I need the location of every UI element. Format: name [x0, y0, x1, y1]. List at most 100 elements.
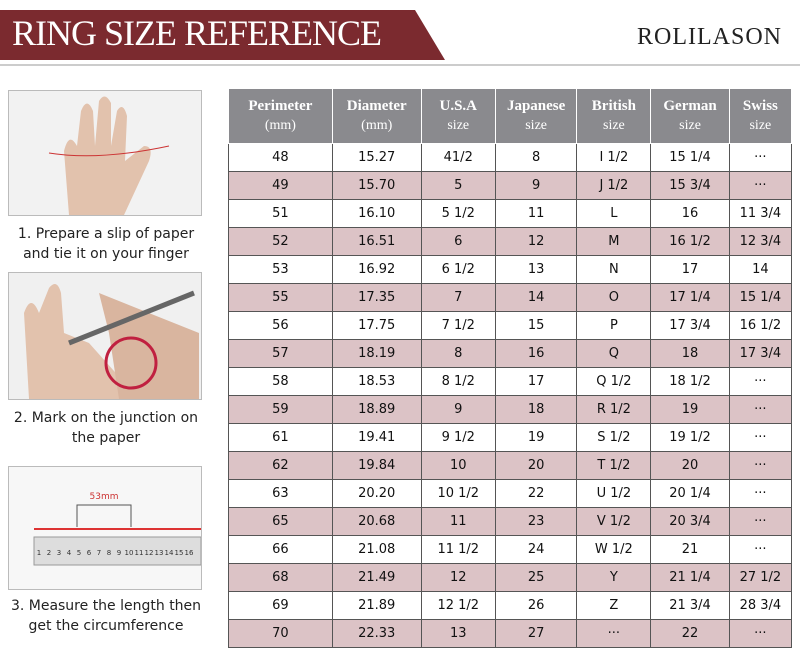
table-cell: 6 1/2	[420, 255, 496, 284]
table-cell: 13	[420, 619, 496, 648]
table-cell: 19 1/2	[650, 423, 730, 452]
table-cell: 15.70	[331, 171, 422, 200]
table-cell: 15 1/4	[728, 283, 793, 312]
table-cell: 7	[420, 283, 496, 312]
table-cell: ···	[728, 143, 793, 172]
header-text: Swiss	[742, 98, 778, 114]
ruler-number: 4	[67, 549, 72, 557]
size-table: Perimeter (mm) Diameter (mm) U.S.A size Japane…	[228, 88, 793, 648]
table-cell: R 1/2	[576, 395, 652, 424]
table-cell: ···	[728, 367, 793, 396]
table-cell: ···	[728, 451, 793, 480]
header-unit: size	[749, 118, 772, 133]
step-photo: 53mm 1 2 3 4 5 6 7 8 9 10 11 12 13 14 15 16	[8, 466, 202, 590]
table-cell: O	[576, 283, 652, 312]
table-cell: 9	[420, 395, 496, 424]
table-cell: 19	[650, 395, 730, 424]
table-cell: 21.08	[331, 535, 422, 564]
table-row: 52 16.51 6 12 M 16 1/2 12 3/4	[228, 227, 793, 256]
table-cell: 12	[420, 563, 496, 592]
step-photo	[8, 272, 202, 400]
table-cell: 19.84	[331, 451, 422, 480]
table-cell: 55	[228, 283, 333, 312]
step-caption: 3. Measure the length then get the circum…	[10, 598, 202, 634]
ruler-number: 16	[185, 549, 194, 557]
table-cell: 9	[494, 171, 578, 200]
table-cell: 10	[420, 451, 496, 480]
ruler-number: 9	[117, 549, 121, 557]
table-cell: Q 1/2	[576, 367, 652, 396]
table-cell: 12 1/2	[420, 591, 496, 620]
table-row: 56 17.75 7 1/2 15 P 17 3/4 16 1/2	[228, 311, 793, 340]
table-cell: 15 1/4	[650, 143, 730, 172]
table-cell: 18.19	[331, 339, 422, 368]
table-cell: 68	[228, 563, 333, 592]
table-row: 58 18.53 8 1/2 17 Q 1/2 18 1/2 ···	[228, 367, 793, 396]
table-cell: I 1/2	[576, 143, 652, 172]
header-unit: (mm)	[361, 118, 393, 133]
table-cell: 27 1/2	[728, 563, 793, 592]
column-header: Japanese size	[494, 88, 578, 144]
table-cell: W 1/2	[576, 535, 652, 564]
header-unit: (mm)	[264, 118, 296, 133]
table-row: 62 19.84 10 20 T 1/2 20 ···	[228, 451, 793, 480]
table-cell: M	[576, 227, 652, 256]
header-unit: size	[679, 118, 701, 133]
table-cell: N	[576, 255, 652, 284]
ruler-number: 15	[175, 549, 184, 557]
table-cell: 7 1/2	[420, 311, 496, 340]
table-cell: 15	[494, 311, 578, 340]
column-header: German size	[650, 88, 730, 144]
ruler-number: 5	[77, 549, 81, 557]
ruler-number: 13	[155, 549, 164, 557]
table-row: 65 20.68 11 23 V 1/2 20 3/4 ···	[228, 507, 793, 536]
table-cell: ···	[728, 171, 793, 200]
table-cell: 66	[228, 535, 333, 564]
table-cell: ···	[728, 395, 793, 424]
table-row: 70 22.33 13 27 ··· 22 ···	[228, 619, 793, 648]
table-cell: 56	[228, 311, 333, 340]
table-row: 69 21.89 12 1/2 26 Z 21 3/4 28 3/4	[228, 591, 793, 620]
header-text: German	[663, 98, 717, 114]
table-cell: 13	[494, 255, 578, 284]
ruler-number: 2	[47, 549, 51, 557]
table-cell: T 1/2	[576, 451, 652, 480]
table-cell: 20 3/4	[650, 507, 730, 536]
table-cell: 20	[494, 451, 578, 480]
header-band	[0, 10, 800, 66]
table-row: 48 15.27 41/2 8 I 1/2 15 1/4 ···	[228, 143, 793, 172]
ruler-number: 6	[87, 549, 92, 557]
measure-label: 53mm	[90, 492, 119, 502]
table-cell: 17	[650, 255, 730, 284]
ruler-number: 11	[135, 549, 144, 557]
table-cell: 9 1/2	[420, 423, 496, 452]
column-header: Diameter (mm)	[331, 88, 422, 144]
column-header: Swiss size	[728, 88, 793, 144]
column-header: Perimeter (mm)	[228, 88, 333, 144]
table-cell: 18 1/2	[650, 367, 730, 396]
table-cell: 16 1/2	[728, 311, 793, 340]
header-unit: size	[603, 118, 625, 133]
header-text: British	[591, 98, 636, 114]
table-cell: 15.27	[331, 143, 422, 172]
table-cell: 16 1/2	[650, 227, 730, 256]
step-caption: 2. Mark on the junction on the paper	[13, 410, 199, 446]
table-cell: 20.68	[331, 507, 422, 536]
table-cell: 20 1/4	[650, 479, 730, 508]
table-cell: 20.20	[331, 479, 422, 508]
table-cell: 21	[650, 535, 730, 564]
table-row: 53 16.92 6 1/2 13 N 17 14	[228, 255, 793, 284]
table-cell: 17.75	[331, 311, 422, 340]
table-cell: 69	[228, 591, 333, 620]
table-row: 61 19.41 9 1/2 19 S 1/2 19 1/2 ···	[228, 423, 793, 452]
table-cell: 23	[494, 507, 578, 536]
table-cell: 16.92	[331, 255, 422, 284]
table-cell: V 1/2	[576, 507, 652, 536]
table-cell: 59	[228, 395, 333, 424]
table-cell: P	[576, 311, 652, 340]
table-row: 68 21.49 12 25 Y 21 1/4 27 1/2	[228, 563, 793, 592]
table-cell: 65	[228, 507, 333, 536]
ruler-number: 3	[57, 549, 61, 557]
table-cell: 27	[494, 619, 578, 648]
